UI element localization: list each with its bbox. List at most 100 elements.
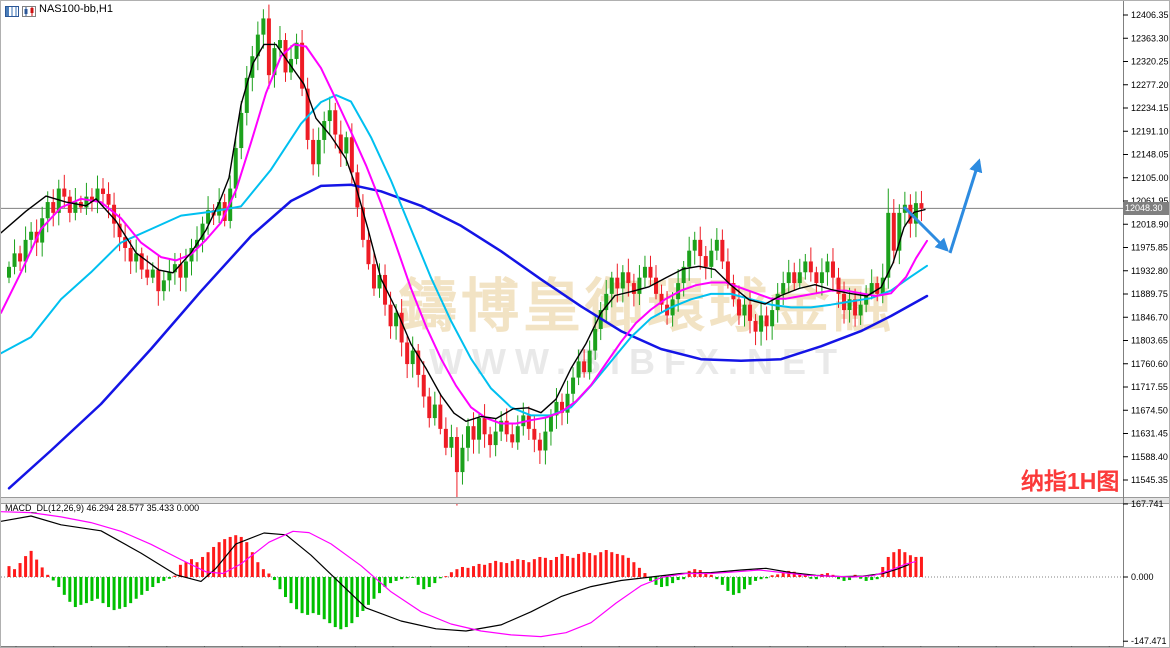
macd-histogram-bar bbox=[123, 577, 127, 608]
macd-axis-label: -147.471 bbox=[1131, 636, 1167, 646]
macd-histogram-bar bbox=[167, 577, 171, 579]
candle-body bbox=[405, 342, 410, 365]
candle-body bbox=[709, 250, 714, 267]
macd-histogram-bar bbox=[328, 577, 332, 624]
candle-body bbox=[377, 274, 382, 289]
candle-body bbox=[919, 203, 924, 209]
macd-histogram-bar bbox=[543, 557, 547, 577]
macd-histogram-bar bbox=[759, 577, 763, 580]
macd-histogram-bar bbox=[554, 556, 558, 577]
macd-histogram-bar bbox=[742, 577, 746, 590]
candle-body bbox=[642, 266, 647, 278]
candle-body bbox=[239, 112, 244, 149]
candle-body bbox=[200, 223, 205, 240]
macd-histogram-bar bbox=[118, 577, 122, 609]
macd-histogram-bar bbox=[7, 566, 11, 577]
watermark-url-text: WWW.BIBFX.NET bbox=[429, 341, 846, 382]
candle-body bbox=[797, 272, 802, 284]
macd-indicator-label: MACD_DL(12,26,9) 46.294 28.577 35.433 0.… bbox=[5, 503, 200, 513]
candle-body bbox=[443, 428, 448, 448]
macd-histogram-bar bbox=[173, 575, 177, 577]
macd-histogram-bar bbox=[765, 577, 769, 579]
macd-histogram-bar bbox=[532, 559, 536, 577]
candle-body bbox=[128, 247, 133, 262]
candle-body bbox=[261, 18, 266, 35]
macd-histogram-bar bbox=[549, 560, 553, 577]
macd-histogram-bar bbox=[671, 577, 675, 584]
macd-histogram-bar bbox=[405, 577, 409, 579]
candle-body bbox=[300, 42, 305, 89]
macd-histogram-bar bbox=[654, 577, 658, 585]
macd-histogram-bar bbox=[886, 556, 890, 577]
candle-body bbox=[416, 350, 421, 375]
macd-histogram-bar bbox=[101, 577, 105, 604]
candle-body bbox=[819, 272, 824, 284]
candle-body bbox=[112, 204, 117, 224]
candle-body bbox=[880, 277, 885, 294]
candle-body bbox=[45, 202, 50, 219]
candle-body bbox=[499, 420, 504, 432]
macd-histogram-bar bbox=[809, 577, 813, 579]
macd-histogram-bar bbox=[494, 560, 498, 577]
macd-histogram-bar bbox=[366, 577, 370, 605]
macd-panel bbox=[1, 497, 1169, 638]
macd-histogram-bar bbox=[378, 577, 382, 594]
macd-histogram-bar bbox=[737, 577, 741, 594]
price-axis-label: 12018.90 bbox=[1131, 219, 1169, 229]
candle-body bbox=[51, 202, 56, 213]
candle-body bbox=[493, 431, 498, 446]
candle-body bbox=[615, 277, 620, 289]
macd-histogram-bar bbox=[107, 577, 111, 608]
price-panel bbox=[1, 4, 1123, 506]
macd-histogram-bar bbox=[311, 577, 315, 614]
macd-histogram-bar bbox=[754, 577, 758, 581]
macd-histogram-bar bbox=[814, 577, 818, 580]
macd-histogram-bar bbox=[682, 577, 686, 580]
macd-histogram-bar bbox=[40, 567, 44, 577]
candle-body bbox=[95, 188, 100, 203]
candle-body bbox=[62, 188, 67, 197]
candle-body bbox=[714, 239, 719, 251]
candle-body bbox=[698, 239, 703, 257]
macd-histogram-bar bbox=[648, 577, 652, 581]
macd-histogram-bar bbox=[295, 577, 299, 610]
trend-arrow bbox=[902, 158, 983, 254]
candle-body bbox=[875, 283, 880, 294]
candle-body bbox=[432, 404, 437, 419]
candle-body bbox=[12, 253, 17, 267]
chart-title: NAS100-bb,H1 bbox=[39, 3, 113, 15]
macd-line bbox=[1, 515, 910, 632]
macd-histogram-bar bbox=[156, 577, 160, 584]
candle-body bbox=[891, 212, 896, 251]
macd-histogram-bar bbox=[787, 570, 791, 577]
candle-body bbox=[659, 293, 664, 305]
candle-body bbox=[161, 280, 166, 292]
macd-histogram-bar bbox=[112, 577, 116, 611]
candle-body bbox=[648, 266, 653, 278]
macd-histogram-bar bbox=[90, 577, 94, 601]
grid-chart-icon[interactable] bbox=[5, 4, 19, 17]
macd-histogram-bar bbox=[228, 536, 232, 577]
macd-histogram-bar bbox=[538, 556, 542, 577]
macd-histogram-bar bbox=[317, 577, 321, 615]
macd-histogram-bar bbox=[184, 562, 188, 577]
macd-axis-label: 167.741 bbox=[1131, 499, 1164, 509]
macd-histogram-bar bbox=[897, 549, 901, 577]
candle-body bbox=[371, 264, 376, 289]
candle-body bbox=[510, 434, 515, 443]
macd-histogram-bar bbox=[875, 577, 879, 580]
candle-body bbox=[449, 436, 454, 448]
candle-body bbox=[897, 212, 902, 251]
candlestick-chart-icon[interactable] bbox=[22, 4, 36, 17]
candle-body bbox=[266, 18, 271, 76]
candle-body bbox=[560, 401, 564, 413]
candle-body bbox=[521, 415, 526, 427]
macd-histogram-bar bbox=[361, 577, 365, 611]
macd-histogram-bar bbox=[73, 577, 77, 608]
candle-body bbox=[84, 196, 89, 208]
candle-body bbox=[543, 431, 548, 451]
macd-histogram-bar bbox=[566, 556, 570, 577]
macd-histogram-bar bbox=[825, 573, 829, 577]
